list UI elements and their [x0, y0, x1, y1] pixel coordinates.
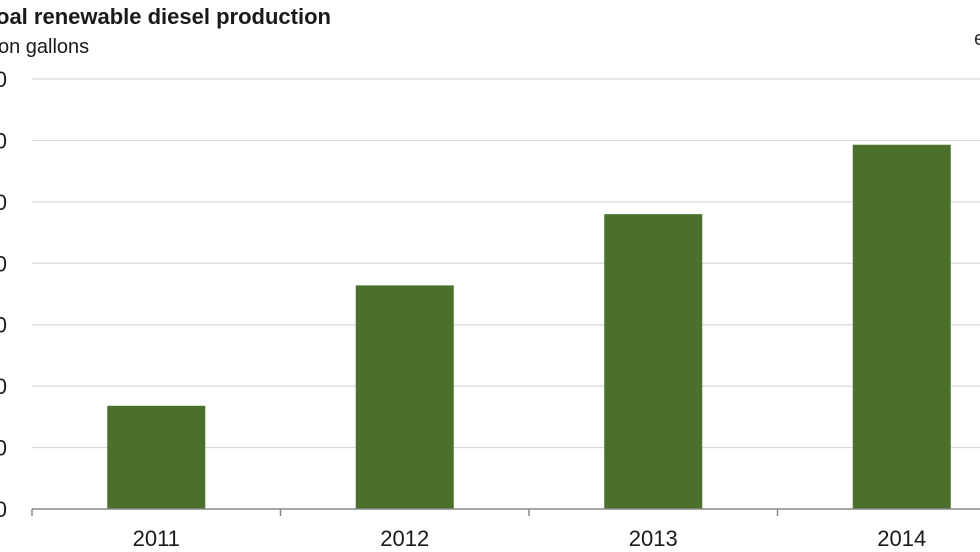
- y-tick-label: 0: [0, 251, 7, 276]
- y-tick-label: 0: [0, 497, 7, 522]
- y-tick-label: 0: [0, 436, 7, 461]
- bar-2012: [355, 285, 454, 509]
- bars: [107, 144, 951, 509]
- y-tick-label: 0: [0, 190, 7, 215]
- chart-subtitle: on gallons: [0, 36, 89, 58]
- bar-2011: [107, 405, 206, 509]
- y-tick-label: 0: [0, 128, 7, 153]
- x-tick-label: 2012: [380, 526, 429, 551]
- x-tick-label: 2011: [133, 526, 180, 551]
- y-tick-label: 0: [0, 374, 7, 399]
- y-tick-label: 0: [0, 313, 7, 338]
- bar-2013: [604, 214, 703, 509]
- x-tick-label: 2013: [629, 526, 678, 551]
- gridlines: [32, 78, 980, 449]
- x-axis: 2011 2012 2013 2014: [31, 508, 980, 551]
- corner-label: e: [974, 28, 980, 50]
- bar-2014: [852, 144, 951, 509]
- x-tick-label: 2014: [877, 526, 926, 551]
- chart-title: oal renewable diesel production: [0, 4, 331, 29]
- y-tick-label: 0: [0, 67, 7, 92]
- y-axis-tick-labels: 0 0 0 0 0 0 0 0: [0, 67, 7, 522]
